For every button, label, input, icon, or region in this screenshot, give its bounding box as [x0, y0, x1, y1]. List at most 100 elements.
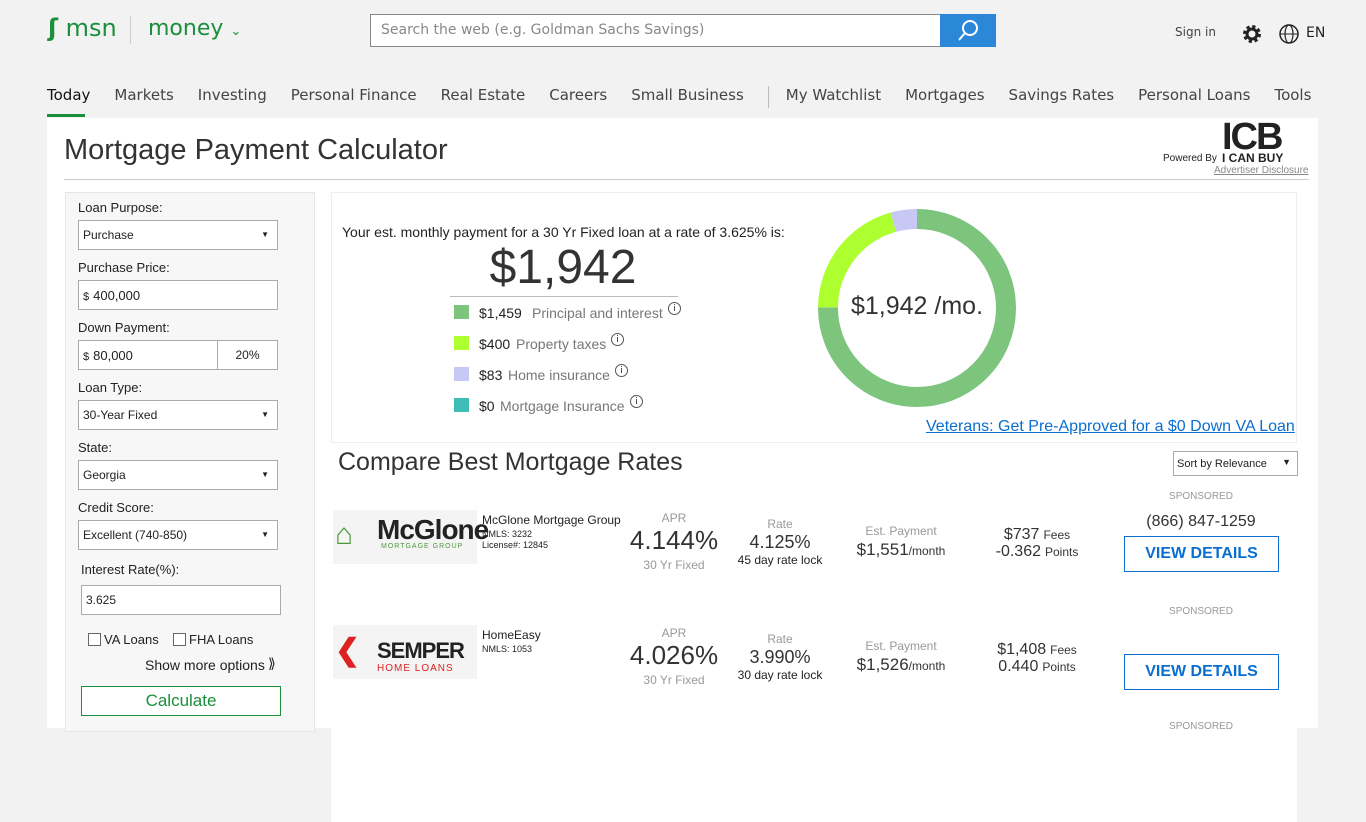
- nav-item[interactable]: Today: [47, 86, 91, 104]
- rate: 4.125%: [749, 532, 811, 552]
- section-text: money: [148, 16, 224, 41]
- input-value: 80,000: [93, 348, 133, 363]
- summary-panel: [331, 192, 1297, 443]
- info-icon[interactable]: i: [611, 333, 624, 346]
- summary-intro: Your est. monthly payment for a 30 Yr Fi…: [342, 224, 785, 240]
- logo-sub: MORTGAGE GROUP: [381, 543, 464, 550]
- input[interactable]: $80,000: [78, 340, 218, 370]
- nav-underline: [47, 114, 85, 117]
- field-label: Loan Type:: [78, 380, 143, 395]
- fees-row: $1,408 Fees: [997, 641, 1077, 659]
- powered-by: Powered By: [1163, 153, 1217, 164]
- legend-swatch: [454, 398, 469, 412]
- input[interactable]: $400,000: [78, 280, 278, 310]
- nav-item[interactable]: Small Business: [631, 86, 744, 104]
- summary-total: $1,942: [489, 241, 637, 294]
- input-prefix: $: [83, 351, 90, 363]
- logo-box: [333, 510, 477, 564]
- sponsored: SPONSORED: [1169, 606, 1233, 617]
- breakdown-name: Property taxes: [516, 336, 607, 352]
- logo-sub: HOME LOANS: [377, 663, 454, 674]
- payment: $1,551/month: [857, 540, 946, 560]
- select[interactable]: Georgia ▼: [78, 460, 278, 490]
- apr: 4.144%: [629, 525, 719, 555]
- logo-icon: ❮: [335, 634, 361, 667]
- nav-item[interactable]: Personal Finance: [290, 86, 417, 104]
- page: ʃ msn money ⌄ Search the web (e.g. Goldm…: [47, 14, 1326, 822]
- show-more-arrow: ⟫: [268, 656, 276, 672]
- search-icon: [958, 20, 978, 41]
- nmls: NMLS: 1053: [482, 644, 533, 654]
- show-more[interactable]: Show more options: [145, 657, 265, 673]
- donut-segment: [818, 209, 1016, 407]
- nav-item[interactable]: Mortgages: [905, 86, 985, 104]
- rate: 3.990%: [749, 647, 811, 667]
- breakdown-amount: $400: [479, 336, 511, 352]
- select-value: 30-Year Fixed: [83, 408, 158, 422]
- total-rule: [450, 296, 678, 297]
- percent-input[interactable]: 20%: [217, 340, 278, 370]
- select[interactable]: Excellent (740-850) ▼: [78, 520, 278, 550]
- input-value: 400,000: [93, 288, 141, 303]
- select-value: Excellent (740-850): [83, 528, 188, 542]
- checkbox[interactable]: [173, 633, 186, 646]
- payment-label: Est. Payment: [865, 639, 937, 653]
- rate-input[interactable]: 3.625: [81, 585, 281, 615]
- fees-label: Fees: [1050, 643, 1077, 657]
- search-box[interactable]: Search the web (e.g. Goldman Sachs Savin…: [370, 14, 942, 47]
- donut-segment: [818, 212, 897, 308]
- advertiser-disclosure[interactable]: Advertiser Disclosure: [1214, 165, 1309, 176]
- va-link[interactable]: Veterans: Get Pre-Approved for a $0 Down…: [926, 418, 1295, 435]
- info-icon[interactable]: i: [668, 302, 681, 315]
- settings[interactable]: [1240, 22, 1264, 46]
- nav-item[interactable]: My Watchlist: [785, 86, 882, 104]
- logo: McGlone: [377, 514, 489, 545]
- select[interactable]: 30-Year Fixed ▼: [78, 400, 278, 430]
- lender-name: McGlone Mortgage Group: [482, 513, 621, 527]
- breakdown-amount: $1,459: [479, 305, 522, 321]
- language[interactable]: EN: [1306, 25, 1326, 41]
- field-label: Purchase Price:: [78, 260, 170, 275]
- view-details[interactable]: VIEW DETAILS: [1124, 536, 1279, 572]
- payment-per: /month: [908, 544, 946, 558]
- legend-swatch: [454, 305, 469, 319]
- apr: 4.026%: [629, 640, 719, 670]
- breakdown-amount: $83: [479, 367, 503, 383]
- field-label: Down Payment:: [78, 320, 170, 335]
- nav-item[interactable]: Markets: [114, 86, 174, 104]
- donut: [818, 209, 1016, 407]
- info-icon[interactable]: i: [630, 395, 643, 408]
- sponsored: SPONSORED: [1169, 491, 1233, 502]
- checkbox[interactable]: [88, 633, 101, 646]
- checkbox-label: VA Loans: [104, 632, 159, 647]
- info-icon[interactable]: i: [615, 364, 628, 377]
- search-button[interactable]: [940, 14, 996, 47]
- logo-icon: ⌂: [335, 518, 354, 551]
- logo-box: [333, 625, 477, 679]
- legend-swatch: [454, 336, 469, 350]
- globe[interactable]: [1278, 23, 1300, 45]
- view-details[interactable]: VIEW DETAILS: [1124, 654, 1279, 690]
- section[interactable]: money ⌄: [148, 16, 242, 41]
- select-value: Purchase: [83, 228, 134, 242]
- rate-label: Rate: [767, 517, 793, 531]
- nav-item[interactable]: Savings Rates: [1008, 86, 1115, 104]
- select-value: Georgia: [83, 468, 126, 482]
- payment-amount: $1,526: [856, 655, 909, 674]
- compare-title: Compare Best Mortgage Rates: [338, 448, 683, 476]
- points: 0.440: [998, 658, 1039, 675]
- calculate-button[interactable]: Calculate: [81, 686, 281, 716]
- sort-select[interactable]: Sort by Relevance ▼: [1173, 451, 1298, 476]
- nav-item[interactable]: Real Estate: [440, 86, 526, 104]
- donut-segment: [890, 209, 918, 232]
- divider: [130, 16, 131, 44]
- select[interactable]: Purchase ▼: [78, 220, 278, 250]
- fees: $1,408: [997, 641, 1047, 658]
- nav-item[interactable]: Personal Loans: [1138, 86, 1251, 104]
- logo[interactable]: ʃ msn: [48, 14, 117, 42]
- nav-item[interactable]: Careers: [549, 86, 608, 104]
- nav-item[interactable]: Tools: [1274, 86, 1312, 104]
- sign-in[interactable]: Sign in: [1175, 25, 1216, 39]
- nav-item[interactable]: Investing: [197, 86, 267, 104]
- apr-label: APR: [661, 626, 687, 640]
